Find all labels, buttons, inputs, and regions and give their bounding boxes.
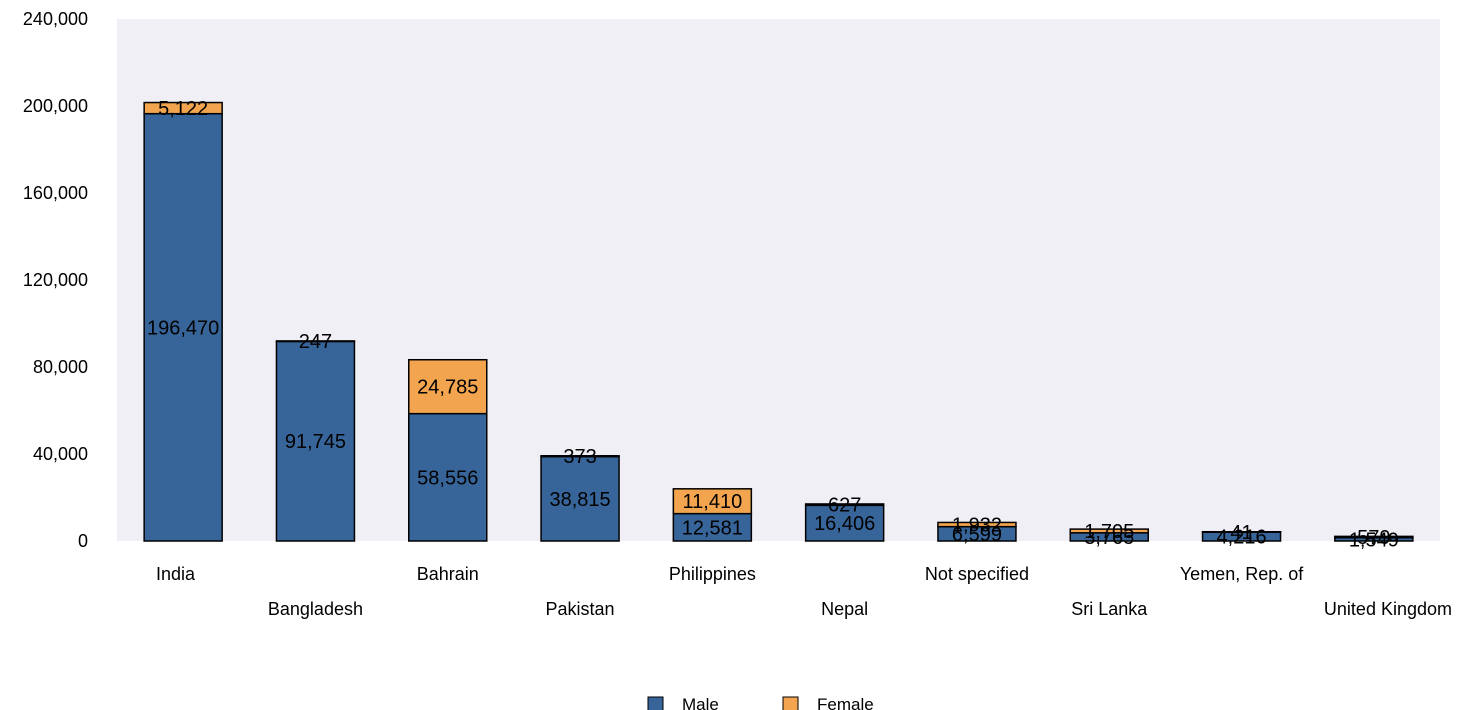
x-tick-label: Yemen, Rep. of [1180, 564, 1304, 584]
y-tick-label: 80,000 [33, 357, 88, 377]
bar-segment-female-9 [1201, 530, 1282, 533]
bar-segment-male-4 [540, 455, 620, 542]
legend: Male Female [647, 695, 874, 710]
data-label-male: 91,745 [285, 431, 346, 453]
data-label-male: 1,549 [1349, 529, 1399, 551]
bar-segment-female-8 [1069, 528, 1149, 534]
bar-segment-female-5 [672, 488, 753, 515]
bars: 196,470 5,122 91,745 247 58,556 24,785 38,815 3… [143, 98, 1414, 551]
data-label-female: 1,705 [1084, 521, 1134, 543]
bar-segment-male-3 [408, 412, 488, 542]
x-tick-label: Sri Lanka [1071, 599, 1148, 619]
x-tick-label: Not specified [925, 564, 1029, 584]
legend-swatch-male [647, 696, 664, 710]
bar-segment-female-1 [143, 101, 223, 115]
data-label-female: 5,122 [158, 98, 208, 120]
x-axis: India Bangladesh Bahrain Pakistan Philippine… [156, 564, 1452, 619]
y-tick-label: 40,000 [33, 444, 88, 464]
bar-segment-female-3 [408, 358, 488, 415]
y-axis: 0 40,000 80,000 120,000 160,000 200,000 240,00… [23, 9, 88, 551]
data-label-female: 11,410 [683, 491, 743, 513]
data-label-male: 196,470 [147, 317, 219, 339]
x-tick-label: Nepal [821, 599, 868, 619]
bar-segment-female-2 [275, 340, 356, 343]
data-label-female: 627 [828, 495, 861, 517]
bar-segment-male-2 [275, 340, 356, 542]
data-label-female: 41 [1230, 522, 1252, 544]
legend-label-female: Female [817, 695, 874, 710]
x-tick-label: United Kingdom [1324, 599, 1452, 619]
data-label-female: 579 [1357, 527, 1390, 549]
y-tick-label: 240,000 [23, 9, 88, 29]
data-label-male: 16,406 [814, 513, 875, 535]
data-label-female: 1,932 [952, 515, 1002, 537]
bar-segment-male-6 [804, 504, 885, 542]
x-tick-label: Bahrain [417, 564, 479, 584]
data-label-female: 247 [299, 331, 332, 353]
legend-label-male: Male [682, 695, 719, 710]
x-tick-label: India [156, 564, 196, 584]
data-label-male: 12,581 [682, 517, 743, 539]
data-label-male: 58,556 [417, 467, 478, 489]
x-tick-label: Bangladesh [268, 599, 363, 619]
data-label-male: 38,815 [549, 489, 610, 511]
bar-segment-female-7 [937, 521, 1017, 528]
y-tick-label: 120,000 [23, 270, 88, 290]
bar-segment-female-6 [804, 503, 885, 507]
x-tick-label: Philippines [669, 564, 756, 584]
bar-segment-female-4 [540, 455, 620, 458]
data-label-female: 373 [563, 446, 596, 468]
bar-segment-female-10 [1334, 535, 1414, 539]
y-tick-label: 200,000 [23, 96, 88, 116]
y-tick-label: 160,000 [23, 183, 88, 203]
x-tick-label: Pakistan [546, 599, 615, 619]
data-label-male: 6,599 [952, 524, 1002, 546]
data-label-female: 24,785 [417, 377, 478, 399]
bar-segment-male-1 [143, 112, 223, 542]
y-tick-label: 0 [78, 531, 88, 551]
legend-swatch-female [782, 696, 799, 710]
